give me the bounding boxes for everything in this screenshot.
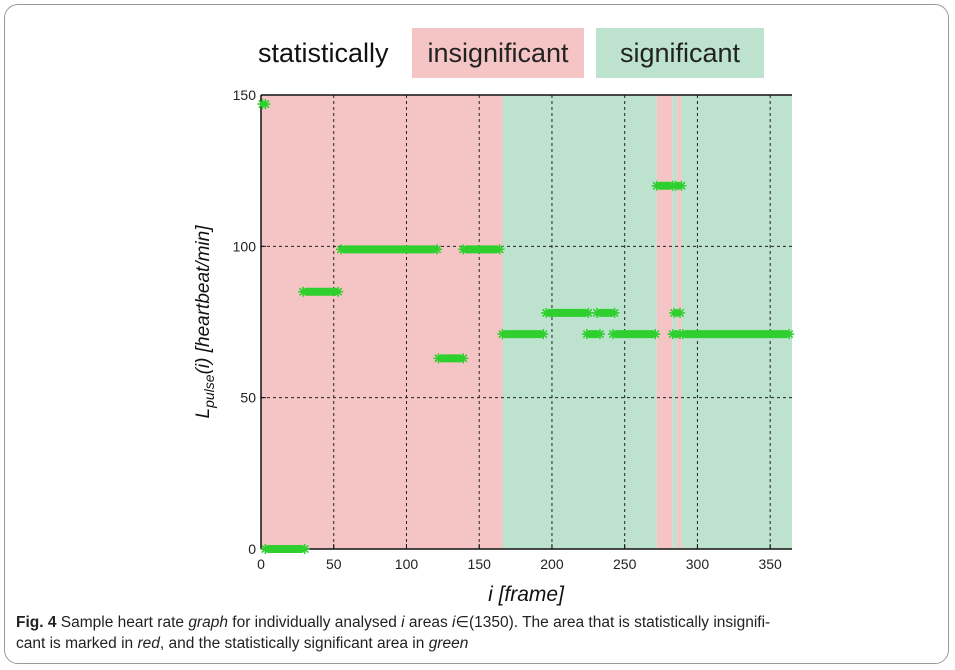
caption-fig-label: Fig. 4 (16, 614, 57, 631)
region-significant-1 (502, 95, 657, 549)
x-tick-label-350: 350 (758, 556, 782, 572)
x-tick-label-150: 150 (468, 556, 492, 572)
axes-layer (260, 94, 792, 550)
x-tick-label-100: 100 (395, 556, 419, 572)
tick-labels-layer: 0 50 100 150 200 250 300 350 0 50 100 150 (233, 87, 782, 572)
y-axis-label-sub: pulse (201, 374, 217, 409)
y-tick-label-0: 0 (248, 541, 256, 557)
caption-em-3: i (452, 614, 456, 631)
legend-insignificant: insignificant (412, 28, 584, 78)
x-tick-label-50: 50 (326, 556, 342, 572)
data-series-segment-2 (298, 286, 344, 297)
grid-layer (261, 95, 792, 549)
data-series-segment-1 (260, 544, 310, 554)
data-series-segment-10 (608, 329, 661, 340)
data-series-segment-0 (257, 99, 271, 110)
caption-text-4: ∈(1350). The area that is statistically … (455, 614, 771, 631)
caption-em-4: red (137, 635, 160, 652)
region-significant-5 (681, 95, 792, 549)
caption-em-2: i (401, 614, 405, 631)
caption-text-6: , and the statistically significant area… (159, 635, 429, 652)
data-points-layer (257, 99, 795, 554)
x-tick-label-250: 250 (613, 556, 637, 572)
y-tick-label-50: 50 (240, 390, 256, 406)
y-tick-label-150: 150 (233, 87, 257, 103)
caption-text-3: areas (404, 614, 452, 631)
data-series-segment-13 (669, 307, 685, 318)
caption-text-5: cant is marked in (16, 635, 138, 652)
data-series-segment-12 (670, 180, 687, 191)
legend-significant: significant (596, 28, 764, 78)
x-tick-label-300: 300 (686, 556, 710, 572)
region-insignificant-4 (677, 95, 682, 549)
legend-prefix: statistically (258, 38, 389, 68)
y-axis-label-rest: (i) [heartbeat/min] (193, 225, 214, 375)
data-series-segment-9 (592, 307, 620, 318)
region-layer (261, 95, 792, 549)
region-significant-3 (672, 95, 678, 549)
caption-em-5: green (428, 635, 469, 652)
data-series-segment-7 (541, 307, 594, 318)
figure-caption: Fig. 4 Sample heart rate graph for indiv… (16, 612, 941, 654)
x-axis-label: i [frame] (488, 583, 565, 606)
region-insignificant-2 (656, 95, 673, 549)
data-series-segment-5 (458, 244, 505, 255)
x-tick-label-0: 0 (257, 556, 265, 572)
data-series-segment-3 (336, 244, 443, 255)
data-series-segment-8 (581, 329, 605, 340)
x-tick-label-200: 200 (540, 556, 564, 572)
caption-text-1: Sample heart rate (56, 614, 189, 631)
y-tick-label-100: 100 (233, 238, 257, 254)
data-series-segment-15 (677, 329, 795, 340)
y-axis-label: Lpulse(i) [heartbeat/min] (193, 225, 217, 419)
y-axis-label-base: L (193, 408, 214, 419)
caption-em-1: graph (188, 614, 228, 631)
data-series-segment-4 (433, 353, 469, 364)
caption-text-2: for individually analysed (227, 614, 402, 631)
data-series-segment-6 (497, 329, 549, 340)
region-insignificant-0 (261, 95, 503, 549)
